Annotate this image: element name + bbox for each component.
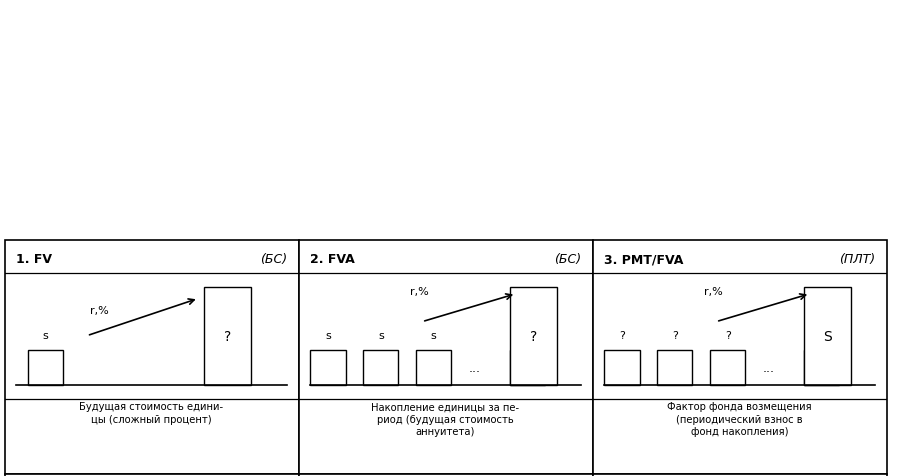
Bar [657,350,692,385]
Text: ...: ... [469,361,481,374]
Text: s: s [325,331,331,341]
Text: r,%: r,% [90,306,109,315]
Text: ?: ? [530,329,537,343]
Text: S: S [824,329,832,343]
Bar [364,350,399,385]
Text: r,%: r,% [704,287,723,297]
Text: ?: ? [724,331,731,341]
Text: s: s [378,331,383,341]
Bar [805,350,840,385]
Bar [204,287,251,385]
Text: 3. PMT/FVA: 3. PMT/FVA [604,253,684,266]
Text: Накопление единицы за пе-
риод (будущая стоимость
аннуитета): Накопление единицы за пе- риод (будущая … [372,401,519,436]
Text: ?: ? [672,331,678,341]
Bar [28,350,63,385]
Text: 2. FVA: 2. FVA [310,253,355,266]
Text: Фактор фонда возмещения
(периодический взнос в
фонд накопления): Фактор фонда возмещения (периодический в… [667,401,812,436]
Text: ?: ? [224,329,231,343]
Text: s: s [431,331,436,341]
Bar [604,350,640,385]
Text: r,%: r,% [410,287,429,297]
Bar [710,350,745,385]
Bar [416,350,452,385]
Text: (ПЛТ): (ПЛТ) [839,253,875,266]
Text: (БС): (БС) [259,253,287,266]
Text: 1. FV: 1. FV [16,253,52,266]
Text: s: s [43,331,49,341]
Bar [510,350,545,385]
Bar [310,350,346,385]
Text: Будущая стоимость едини-
цы (сложный процент): Будущая стоимость едини- цы (сложный про… [79,401,223,424]
Text: ...: ... [763,361,775,374]
Bar [805,287,851,385]
Text: ?: ? [619,331,625,341]
Text: (БС): (БС) [554,253,580,266]
Bar [510,287,557,385]
